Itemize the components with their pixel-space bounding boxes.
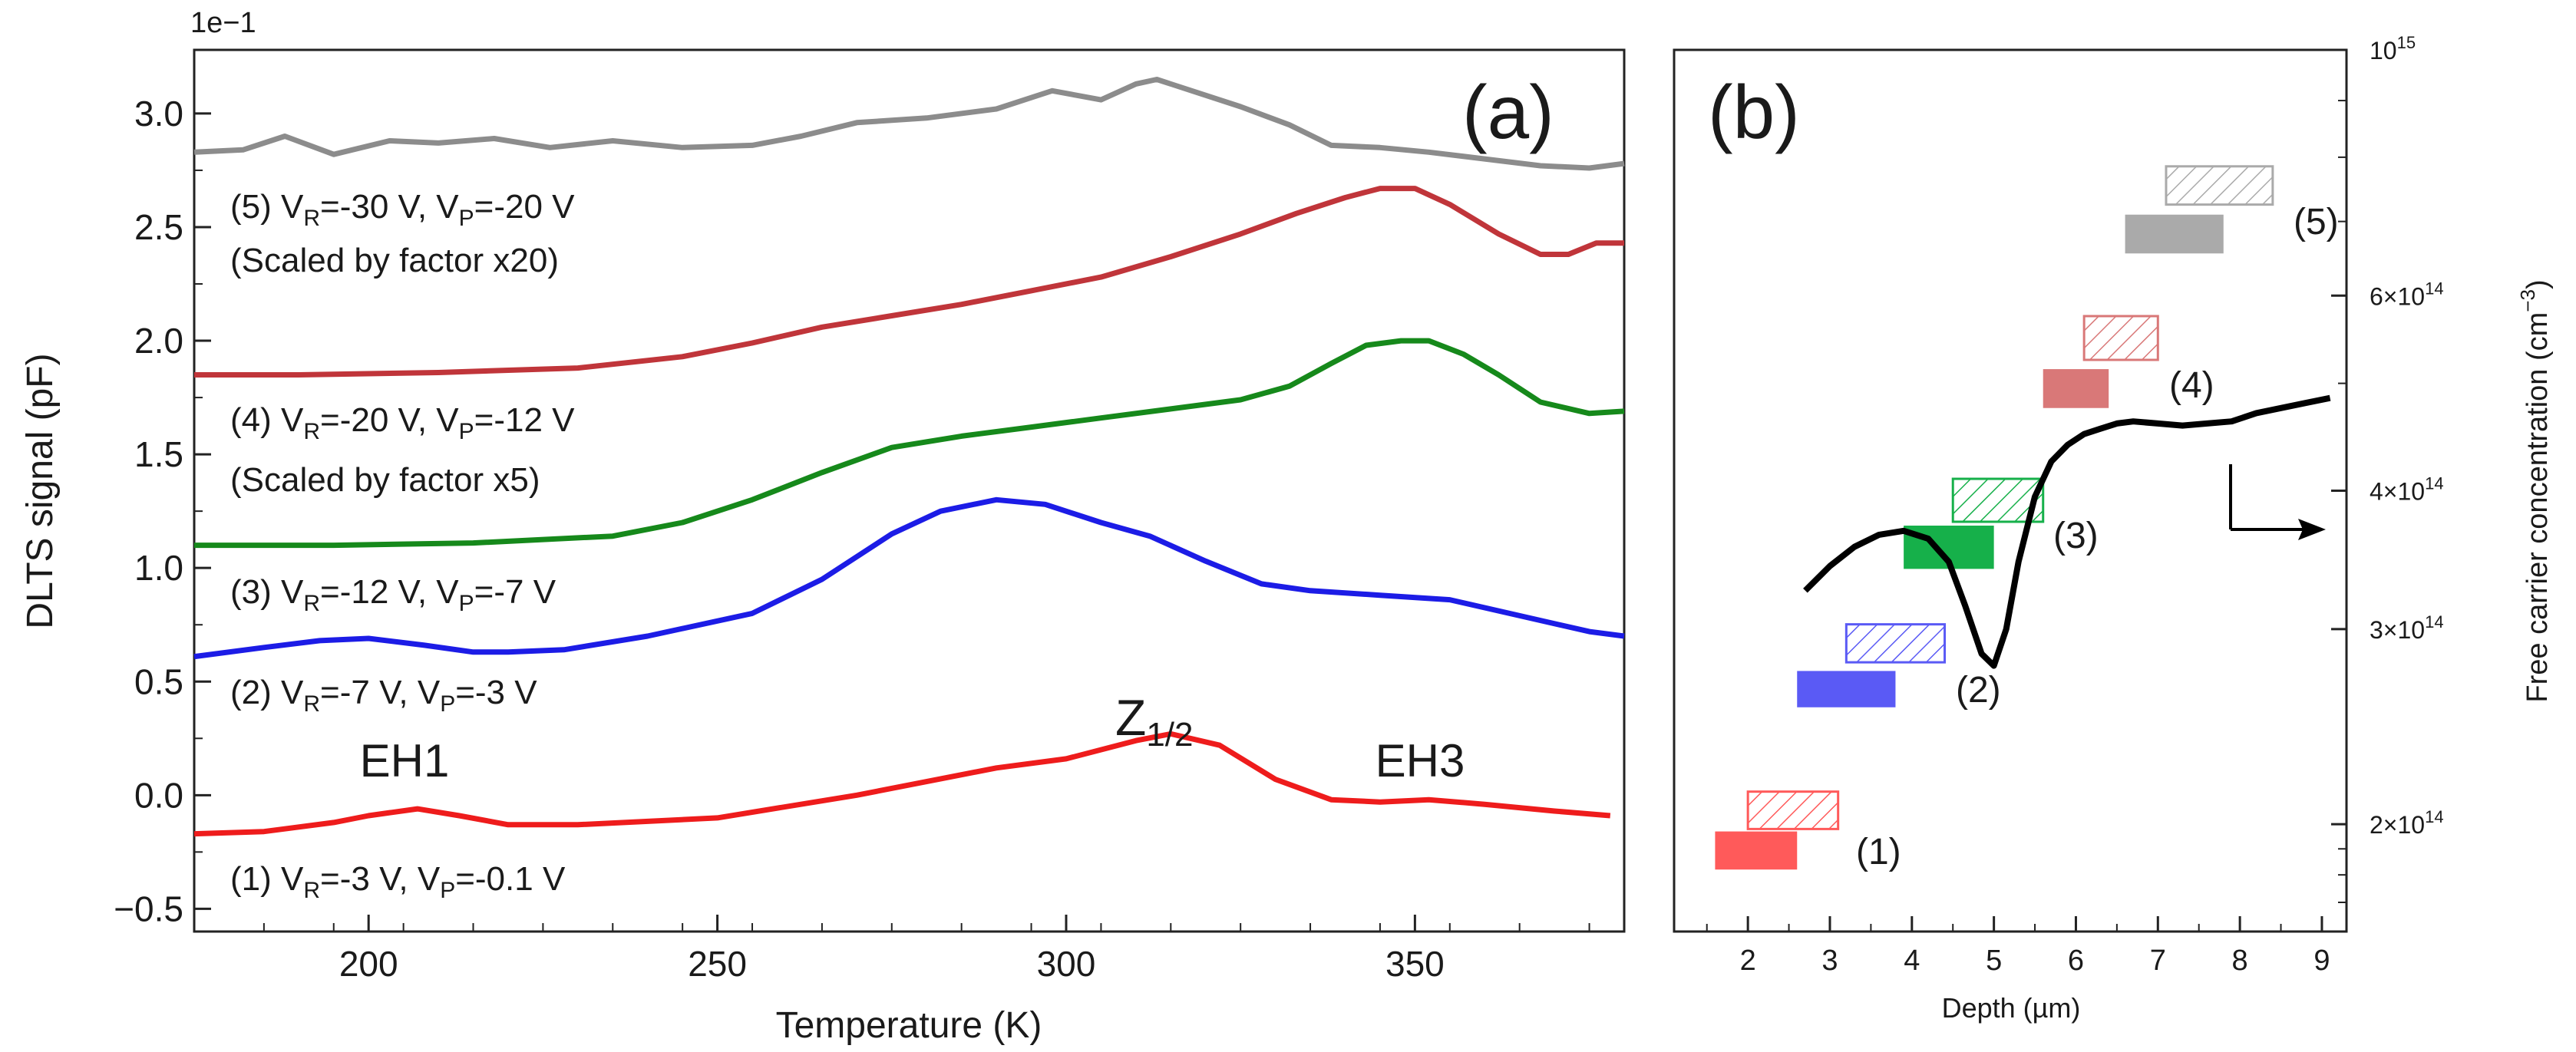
annotation-series-3: (3) VR=-12 V, VP=-7 V	[230, 573, 556, 616]
depth-region-solid-4	[2043, 369, 2109, 408]
panel-b-ticks: 2 3 4 5 6 7 8 9 1015 6×1014 4×1014 3×1014 2×1014	[1706, 33, 2444, 977]
depth-region-hatched-4	[2082, 315, 2159, 361]
y-tick-label: 0.5	[134, 661, 183, 701]
peak-label-z12-main: Z	[1115, 689, 1146, 746]
depth-tick-label: 3	[1821, 945, 1838, 977]
peak-label-eh3: EH3	[1376, 735, 1465, 787]
depth-region-hatched-5	[2165, 165, 2274, 206]
carrier-tick-label: 2×1014	[2370, 807, 2444, 839]
panel-b-letter: (b)	[1708, 70, 1800, 154]
depth-region-solid-5	[2125, 214, 2224, 254]
panel-a-ticks: 200 250 300 350 −0.5 0.0 0.5 1.0 1.5 2.0 2.5 3.0	[114, 94, 1590, 984]
panel-b-series	[1803, 394, 2331, 669]
annotation-series-2: (2) VR=-7 V, VP=-3 V	[230, 674, 537, 717]
annotation-series-4: (4) VR=-20 V, VP=-12 V	[230, 401, 575, 444]
peak-label-z12-sub: 1/2	[1146, 716, 1193, 754]
x-tick-label: 350	[1385, 944, 1445, 984]
depth-tick-label: 5	[1986, 945, 2002, 977]
carrier-tick-label: 3×1014	[2370, 612, 2444, 644]
depth-axis-label: Depth (µm)	[1942, 992, 2081, 1024]
annotation-series-4-note: (Scaled by factor x5)	[230, 461, 540, 499]
peak-label-z12: Z1/2	[1115, 689, 1194, 754]
depth-region-label-1: (1)	[1856, 832, 1901, 872]
depth-region-hatched-1	[1746, 790, 1840, 830]
depth-region-hatched-2	[1844, 623, 1947, 664]
carrier-profile-line	[1803, 394, 2331, 669]
carrier-axis-label: Free carrier concentration (cm−3)	[2516, 279, 2554, 702]
annotation-series-5-note: (Scaled by factor x20)	[230, 242, 559, 279]
depth-region-label-5: (5)	[2294, 202, 2339, 242]
y-tick-label: 0.0	[134, 775, 183, 815]
depth-tick-label: 2	[1740, 945, 1756, 977]
panel-b: (1) (2) (3) (4) (5) 2 3 4 5 6 7 8 9 1015 6×1014 4×1014…	[1673, 33, 2554, 1024]
annotation-series-1: (1) VR=-3 V, VP=-0.1 V	[230, 860, 566, 903]
depth-region-label-3: (3)	[2053, 516, 2099, 556]
x-axis-label: Temperature (K)	[776, 1005, 1042, 1046]
y-tick-label: 1.0	[134, 548, 183, 588]
y-axis-label: DLTS signal (pF)	[20, 353, 61, 628]
x-tick-label: 200	[339, 944, 398, 984]
depth-tick-label: 9	[2313, 945, 2330, 977]
depth-region-label-4: (4)	[2169, 365, 2214, 406]
y-tick-label: −0.5	[114, 889, 183, 928]
depth-region-label-2: (2)	[1956, 670, 2001, 711]
depth-tick-label: 6	[2068, 945, 2084, 977]
carrier-tick-label: 1015	[2370, 33, 2416, 64]
x-tick-label: 250	[688, 944, 747, 984]
peak-label-eh1: EH1	[360, 735, 450, 787]
right-axis-arrow	[2229, 464, 2326, 540]
panel-a-series	[193, 77, 1625, 837]
carrier-tick-label: 6×1014	[2370, 279, 2444, 310]
depth-tick-label: 8	[2232, 945, 2248, 977]
exponent-label: 1e−1	[190, 7, 256, 39]
panel-a-letter: (a)	[1462, 70, 1554, 154]
y-tick-label: 3.0	[134, 94, 183, 134]
panel-b-regions: (1) (2) (3) (4) (5)	[1715, 165, 2339, 872]
depth-tick-label: 4	[1904, 945, 1920, 977]
y-tick-label: 2.0	[134, 321, 183, 361]
depth-tick-label: 7	[2150, 945, 2166, 977]
annotation-series-5: (5) VR=-30 V, VP=-20 V	[230, 188, 575, 231]
carrier-tick-label: 4×1014	[2370, 474, 2444, 506]
x-tick-label: 300	[1037, 944, 1096, 984]
series-line-2	[193, 496, 1625, 660]
series-line-1	[193, 730, 1611, 837]
series-line-5	[193, 77, 1625, 171]
series-line-4	[194, 186, 1624, 378]
panel-a-frame	[193, 48, 1626, 933]
y-tick-label: 1.5	[134, 434, 183, 474]
depth-region-solid-2	[1797, 671, 1896, 707]
series-line-3	[194, 338, 1625, 549]
panel-a: 200 250 300 350 −0.5 0.0 0.5 1.0 1.5 2.0 2.5 3.0 1e…	[20, 7, 1626, 1046]
depth-region-solid-1	[1715, 831, 1798, 870]
y-tick-label: 2.5	[134, 207, 183, 247]
